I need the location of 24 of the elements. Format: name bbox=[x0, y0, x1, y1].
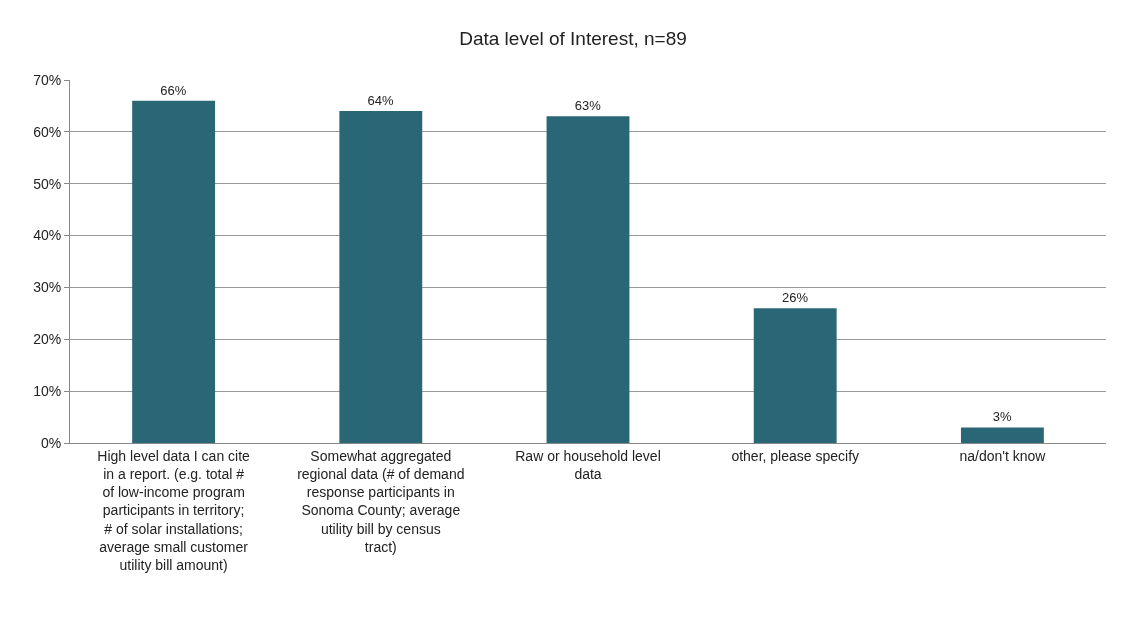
y-tick-label: 10% bbox=[33, 383, 62, 400]
y-tick-label: 30% bbox=[33, 279, 62, 296]
x-tick-label: High level data I can cite in a report. (e.g. total # of low-income program participants in territory; # of solar installations; average small customer utility bill amount) bbox=[97, 447, 251, 573]
x-tick-label: Somewhat aggregated regional data (# of demand response participants in Sonoma County; average utility bill by census tract) bbox=[297, 447, 465, 555]
data-label: 66% bbox=[160, 82, 187, 98]
x-tick-label: other, please specify bbox=[731, 447, 860, 464]
y-tick-label: 0% bbox=[40, 434, 62, 451]
x-tick-label: na/don't know bbox=[959, 447, 1047, 464]
bar bbox=[753, 308, 837, 443]
x-tick-label: Raw or household level data bbox=[515, 447, 661, 482]
y-tick-label: 70% bbox=[33, 71, 62, 88]
data-label: 26% bbox=[781, 290, 809, 306]
bar bbox=[960, 427, 1044, 443]
y-tick-label: 60% bbox=[33, 123, 62, 140]
y-tick-label: 40% bbox=[33, 227, 62, 244]
bar bbox=[339, 111, 423, 443]
chart-title: Data level of Interest, n=89 bbox=[459, 28, 687, 50]
data-label: 63% bbox=[574, 98, 602, 114]
y-tick-label: 50% bbox=[33, 175, 62, 192]
bar bbox=[132, 100, 216, 443]
data-label: 64% bbox=[367, 93, 395, 109]
data-label: 3% bbox=[992, 409, 1013, 425]
y-tick-label: 20% bbox=[33, 331, 62, 348]
bar bbox=[546, 116, 630, 443]
